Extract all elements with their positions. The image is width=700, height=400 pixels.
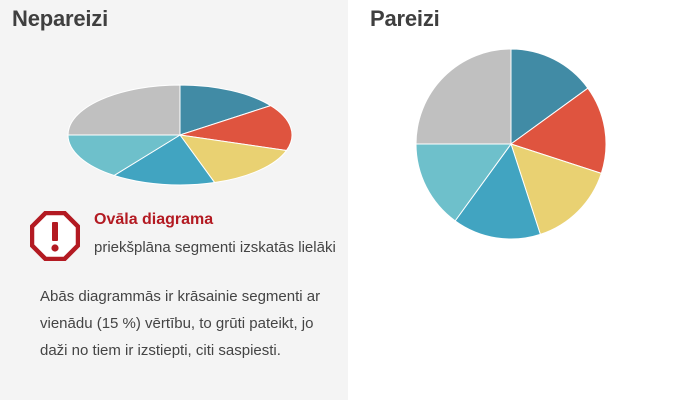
incorrect-panel: Nepareizi Ovāla diagrama priekšplāna seg…	[0, 0, 348, 400]
pie-slice-2	[179, 105, 293, 151]
pie-slice-1	[179, 84, 272, 136]
exclamation-octagon-icon	[30, 211, 80, 261]
pie-slice-5	[67, 134, 181, 176]
warning-subtitle: priekšplāna segmenti izskatās lielāki	[94, 239, 336, 256]
pie-slice-4	[454, 143, 541, 240]
description-text: Abās diagrammās ir krāsainie segmenti ar…	[40, 288, 321, 359]
circle-pie-chart	[415, 48, 607, 240]
pie-slice-1	[510, 48, 589, 145]
pie-slice-4	[113, 134, 216, 186]
pie-slice-5	[415, 143, 512, 222]
pie-slice-6	[415, 48, 512, 145]
pie-slice-3	[510, 143, 602, 235]
incorrect-heading: Nepareizi	[12, 6, 109, 31]
pie-slice-2	[510, 87, 607, 174]
pie-slice-3	[179, 134, 288, 184]
correct-panel: Pareizi	[348, 0, 700, 400]
correct-heading: Pareizi	[370, 6, 440, 31]
pie-slice-6	[67, 84, 181, 136]
oval-pie-chart	[67, 84, 293, 186]
warning-title: Ovāla diagrama	[94, 211, 214, 228]
